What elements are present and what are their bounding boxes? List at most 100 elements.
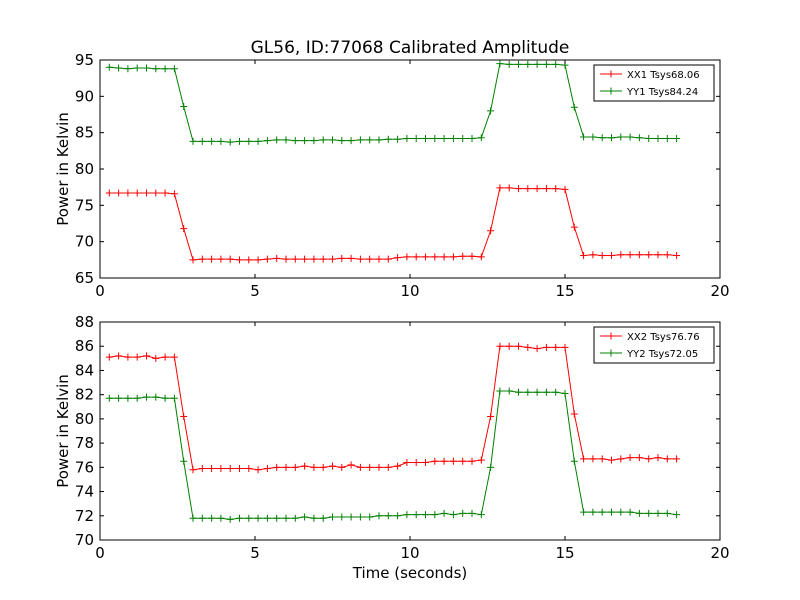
data-point-yy2 xyxy=(487,463,495,471)
data-point-yy1 xyxy=(589,133,597,141)
data-point-xx2 xyxy=(356,463,364,471)
data-point-yy2 xyxy=(236,514,243,522)
data-point-yy1 xyxy=(189,137,197,145)
data-point-xx1 xyxy=(347,254,355,262)
data-point-xx2 xyxy=(329,462,336,470)
data-point-xx2 xyxy=(412,458,420,466)
data-point-xx2 xyxy=(143,352,150,360)
data-point-xx1 xyxy=(384,255,392,263)
data-point-yy2 xyxy=(515,388,522,396)
data-point-xx1 xyxy=(403,253,411,261)
data-point-yy1 xyxy=(412,134,420,142)
data-point-xx2 xyxy=(598,455,606,463)
data-point-yy1 xyxy=(617,133,625,141)
data-point-yy2 xyxy=(208,514,216,522)
data-point-xx2 xyxy=(263,465,271,473)
data-point-yy1 xyxy=(375,136,383,144)
data-point-xx2 xyxy=(608,456,615,464)
data-point-xx1 xyxy=(477,253,485,261)
data-point-xx1 xyxy=(170,190,178,198)
data-point-yy2 xyxy=(245,514,253,522)
data-point-yy1 xyxy=(384,135,392,143)
legend-swatch-marker xyxy=(607,70,615,78)
data-point-yy2 xyxy=(217,514,225,522)
data-point-xx2 xyxy=(180,412,188,420)
legend-label: XX1 Tsys68.06 xyxy=(627,70,700,81)
data-point-yy2 xyxy=(477,511,485,519)
x-tick-label: 15 xyxy=(555,544,574,562)
data-point-xx1 xyxy=(124,189,132,197)
bottom-subplot: 0 5 10 15 20 70 72 74 76 78 80 82 84 86 88 Power in Kel… xyxy=(54,313,730,582)
data-point-xx1 xyxy=(180,225,188,233)
data-point-yy1 xyxy=(198,137,206,145)
data-point-yy2 xyxy=(635,509,643,517)
data-point-xx2 xyxy=(440,457,448,465)
data-point-xx1 xyxy=(356,255,364,263)
data-point-xx1 xyxy=(254,256,262,264)
data-point-xx1 xyxy=(589,251,597,259)
data-point-yy2 xyxy=(598,508,606,516)
data-point-xx2 xyxy=(468,457,476,465)
data-point-xx2 xyxy=(496,342,504,350)
x-tick-label: 0 xyxy=(95,282,105,300)
data-point-xx2 xyxy=(133,353,141,361)
data-point-xx2 xyxy=(542,343,550,351)
data-point-xx1 xyxy=(375,255,383,263)
data-point-yy2 xyxy=(422,511,429,519)
data-point-xx2 xyxy=(217,465,225,473)
data-point-xx2 xyxy=(245,465,253,473)
data-point-xx1 xyxy=(459,252,467,260)
data-point-xx1 xyxy=(570,223,578,231)
data-point-yy2 xyxy=(524,388,532,396)
data-point-xx2 xyxy=(552,343,560,351)
data-point-xx2 xyxy=(477,456,485,464)
data-point-yy1 xyxy=(552,60,560,68)
data-point-yy1 xyxy=(245,137,253,145)
data-point-yy1 xyxy=(366,136,374,144)
data-point-yy1 xyxy=(654,134,662,142)
data-point-xx2 xyxy=(626,454,634,462)
data-point-yy2 xyxy=(403,511,411,519)
data-point-xx1 xyxy=(329,255,336,263)
data-point-yy2 xyxy=(124,394,132,402)
data-point-xx1 xyxy=(626,251,634,259)
data-point-yy1 xyxy=(580,133,588,141)
y-tick-label: 85 xyxy=(75,124,94,142)
x-tick-label: 15 xyxy=(555,282,574,300)
data-point-xx1 xyxy=(273,254,281,262)
data-point-yy2 xyxy=(533,388,541,396)
data-point-yy2 xyxy=(189,514,197,522)
data-point-xx1 xyxy=(673,251,681,259)
data-point-xx2 xyxy=(161,353,169,361)
data-point-xx1 xyxy=(487,227,495,235)
data-point-yy2 xyxy=(384,512,392,520)
data-point-xx1 xyxy=(189,256,197,264)
data-point-yy2 xyxy=(301,513,309,521)
data-point-yy1 xyxy=(459,134,467,142)
y-tick-label: 86 xyxy=(75,337,94,355)
data-point-yy1 xyxy=(598,134,606,142)
data-point-xx1 xyxy=(226,255,234,263)
data-point-yy1 xyxy=(533,60,541,68)
data-point-yy2 xyxy=(263,514,271,522)
data-point-yy1 xyxy=(236,137,243,145)
data-point-xx2 xyxy=(375,463,383,471)
data-point-yy1 xyxy=(208,137,216,145)
legend-box xyxy=(593,326,715,364)
data-point-yy2 xyxy=(282,514,290,522)
data-point-yy2 xyxy=(319,514,327,522)
data-point-xx2 xyxy=(431,457,439,465)
data-point-xx1 xyxy=(152,189,160,197)
data-point-yy2 xyxy=(338,513,346,521)
data-point-xx1 xyxy=(161,189,169,197)
legend: XX1 Tsys68.06 YY1 Tsys84.24 xyxy=(593,64,715,102)
data-point-yy1 xyxy=(440,134,448,142)
legend-label: YY2 Tsys72.05 xyxy=(626,349,698,360)
y-tick-label: 95 xyxy=(75,51,94,69)
data-point-yy1 xyxy=(161,65,169,73)
data-point-yy2 xyxy=(310,514,318,522)
data-point-yy2 xyxy=(105,394,113,402)
data-point-xx1 xyxy=(440,253,448,261)
data-point-yy2 xyxy=(561,389,569,397)
